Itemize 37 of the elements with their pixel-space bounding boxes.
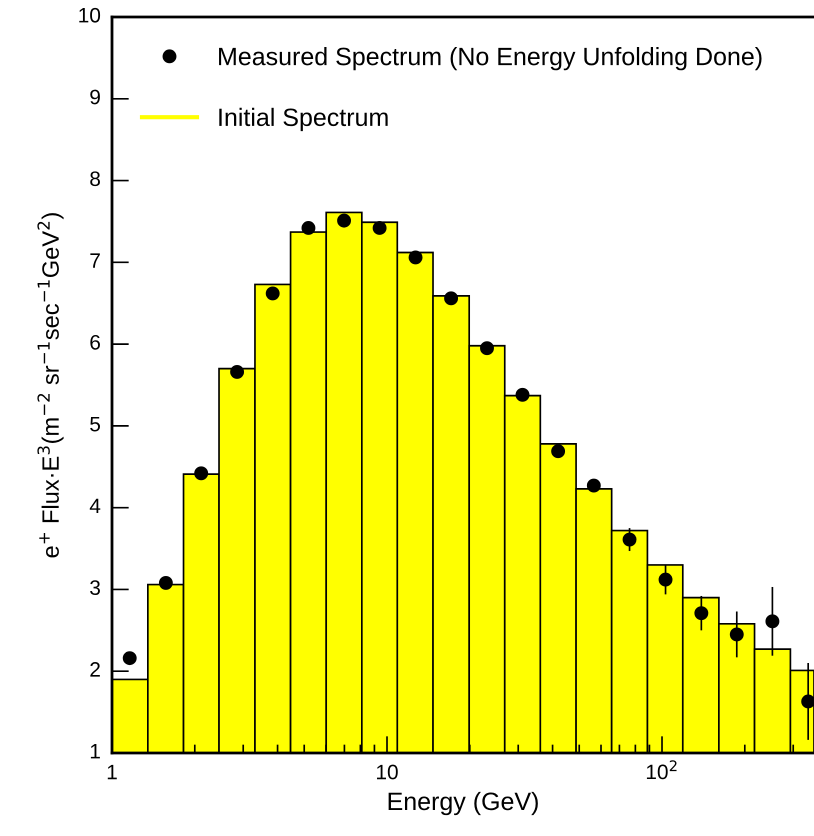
point: [765, 614, 780, 628]
point: [730, 627, 744, 642]
point: [658, 572, 672, 587]
point: [444, 291, 458, 306]
point: [480, 341, 494, 356]
point: [516, 388, 530, 402]
y-tick-label: 6: [90, 334, 100, 350]
point: [194, 466, 208, 480]
x-tick-label: 10$^{2}$: [646, 760, 677, 780]
point: [551, 444, 566, 458]
point: [408, 250, 422, 264]
point: [622, 532, 636, 547]
point: [694, 606, 708, 620]
legend-label: Measured Spectrum (No Energy Unfolding Done): [219, 47, 762, 70]
point: [266, 286, 280, 300]
legend-label: Initial Spectrum: [219, 108, 388, 132]
x-axis-title: Energy (GeV): [388, 792, 538, 816]
point: [372, 221, 387, 235]
point: [122, 651, 137, 666]
y-tick-label: 9: [90, 90, 100, 104]
point: [801, 694, 814, 708]
point: [158, 576, 173, 590]
y-tick-label: 8: [90, 171, 100, 186]
point: [230, 364, 244, 379]
y-tick-label: 7: [90, 253, 100, 268]
y-tick-label: 2: [90, 662, 100, 677]
point: [302, 221, 316, 235]
point: [337, 214, 352, 228]
y-tick-label: 1: [90, 744, 100, 758]
x-tick-label: 1: [108, 764, 117, 780]
y-tick-label: 3: [90, 580, 100, 596]
y-tick-label: 4: [90, 498, 100, 514]
text: e$^{+}$ Flux·E$^{3}$(m$^{−2}$ sr$^{−1}$sec$^{−1}$GeV$^{2}$): [37, 213, 64, 558]
point: [586, 478, 601, 493]
y-tick-label: 10: [79, 8, 100, 23]
x-tick-label: 10: [377, 764, 398, 780]
y-tick-label: 5: [90, 416, 100, 432]
